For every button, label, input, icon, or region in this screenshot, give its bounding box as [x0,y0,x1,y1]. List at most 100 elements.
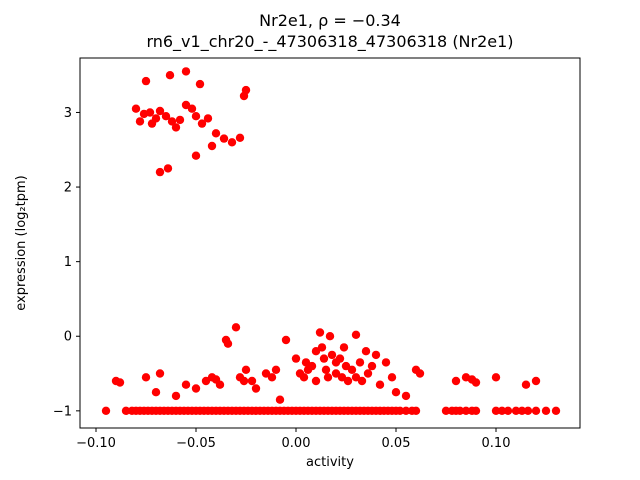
data-point [135,117,145,126]
x-tick-label: −0.05 [176,436,216,451]
data-point [503,406,513,415]
data-point [223,339,233,348]
data-point [219,134,229,143]
data-point [341,361,351,371]
data-point [151,114,161,123]
data-point [207,141,217,151]
y-tick-label: 1 [64,255,72,270]
data-point [247,376,257,386]
data-point [155,106,165,116]
data-point [261,369,271,378]
y-tick-label: −1 [53,404,72,419]
data-point [521,380,531,389]
data-point [151,388,161,397]
data-point [291,354,301,363]
data-point [357,376,367,386]
data-point [381,358,391,367]
y-tick-label: 3 [64,106,72,121]
data-point [275,395,285,404]
data-point [351,373,361,382]
data-point [131,104,141,113]
data-point [541,406,551,415]
data-point [401,406,411,415]
plot-frame [79,57,581,429]
data-point [343,376,353,386]
y-tick-label: 2 [64,181,72,196]
scatter-points [101,67,561,415]
data-point [281,335,291,345]
data-point [167,117,177,126]
data-point [191,384,201,393]
data-point [267,373,277,382]
data-point [451,376,461,386]
data-point [215,380,225,389]
data-point [321,365,331,374]
data-point [347,365,357,374]
data-point [251,384,261,393]
data-point [337,373,347,382]
data-point [235,133,245,142]
data-point [327,350,337,360]
y-axis-label: expression (log₂tpm) [14,175,29,310]
data-point [307,361,317,371]
data-point [471,378,481,387]
data-point [191,151,201,160]
x-tick-label: 0.05 [382,436,411,451]
data-point [323,373,333,382]
data-point [517,406,527,415]
data-point [141,373,151,382]
data-point [319,354,329,363]
data-point [211,129,221,138]
data-point [145,108,155,117]
data-point [363,369,373,378]
y-tick-label: 0 [64,330,72,345]
data-point [335,354,345,363]
data-point [315,328,325,337]
x-tick-label: −0.10 [76,436,116,451]
data-point [101,406,111,415]
data-point [387,373,397,382]
data-point [201,376,211,386]
data-point [227,138,237,147]
data-point [155,167,165,177]
data-point [441,406,451,415]
data-point [181,67,191,76]
data-point [361,347,371,356]
data-point [155,369,165,378]
data-point [181,100,191,110]
data-point [171,123,181,132]
axis-ticks: −0.10 −0.05 0.00 0.05 0.10 −1 0 1 2 3 [53,106,511,451]
data-point [491,406,501,415]
data-point [195,79,205,89]
data-point [161,112,171,121]
data-point [471,406,481,415]
data-point [355,358,365,367]
data-point [175,115,185,125]
data-point [491,373,501,382]
data-point [187,104,197,113]
data-point [311,376,321,386]
x-tick-label: 0.00 [282,436,311,451]
data-point [197,119,207,128]
data-point [203,114,213,123]
data-point [339,343,349,352]
data-point [121,406,131,415]
data-point [531,376,541,386]
data-point [523,406,533,415]
data-point [531,406,541,415]
data-point [231,323,241,332]
data-point [271,365,281,374]
data-point [395,406,405,415]
data-point [455,406,465,415]
data-point [165,71,175,80]
data-point [239,91,249,101]
data-point [181,380,191,389]
data-point [115,378,125,387]
x-tick-label: 0.10 [482,436,511,451]
data-point [375,380,385,389]
data-point [299,373,309,382]
data-point [171,391,181,401]
x-axis-label: activity [306,455,354,470]
data-point [371,350,381,360]
